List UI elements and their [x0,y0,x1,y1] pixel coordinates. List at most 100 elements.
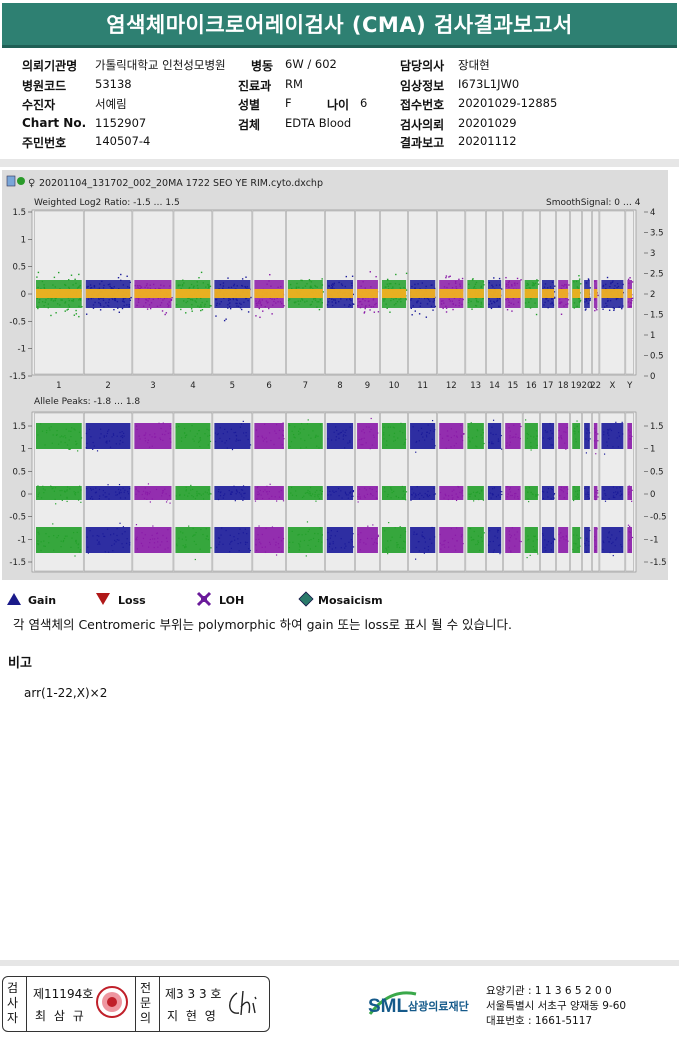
chromosome-label: 12 [446,381,457,391]
chart-file-icon [6,175,16,187]
axis-tick-label: 0.5 [650,352,664,362]
chromosome-label: 11 [417,381,428,391]
info-key: 나이 [327,98,350,112]
top-left-axis: 1.5 1 0.5 0 -0.5 -1 -1.5 [9,208,32,382]
info-value: 140507-4 [95,134,151,148]
remarks-title: 비고 [8,656,32,671]
info-key: 의뢰기관명 [22,59,78,73]
axis-tick-label: -1 [18,535,26,545]
checker-label: 검사자 [7,981,19,1025]
centromere-note: 각 염색체의 Centromeric 부위는 polymorphic 하여 ga… [13,617,513,632]
axis-tick-label: 1.5 [650,311,664,321]
chromosome-label: 15 [508,381,519,391]
axis-tick-label: 1 [650,445,655,455]
chromosome-label: 18 [558,381,569,391]
chromosome-label: 2 [105,381,110,391]
org-logo: SML 삼광의료재단 [366,984,484,1028]
top-right-axis: 4 3.5 3 2.5 2 1.5 1 0.5 0 [644,208,664,382]
info-value: EDTA Blood [285,116,352,130]
chromosome-label: 3 [150,381,155,391]
specialist-name: 지 현 영 [167,1009,218,1023]
axis-tick-label: -1 [650,535,658,545]
axis-tick-label: -0.5 [650,513,667,523]
chromosome-label: 13 [470,381,481,391]
axis-tick-label: 1.5 [12,208,26,218]
axis-tick-label: 3.5 [650,229,664,239]
karyotype-result: arr(1-22,X)×2 [24,686,108,700]
info-key: 접수번호 [400,98,445,112]
info-key: 검체 [238,118,261,132]
bottom-left-axis: 1.5 1 0.5 0 -0.5 -1 -1.5 [9,422,32,568]
legend-loh: LOH [219,594,245,607]
specialist-label: 전문의 [140,981,152,1025]
chromosome-label: 14 [489,381,500,391]
plot-filename: 20201104_131702_002_20MA 1722 SEO YE RIM… [39,178,323,189]
axis-tick-label: 0.5 [12,467,26,477]
cma-plot-panel: ♀ 20201104_131702_002_20MA 1722 SEO YE R… [2,170,668,580]
log2-ratio-label: Weighted Log2 Ratio: -1.5 … 1.5 [34,198,180,208]
gain-icon [6,592,22,609]
axis-tick-label: 0 [650,372,655,382]
chromosome-label: 22 [590,381,601,391]
allele-peaks-label: Allele Peaks: -1.8 … 1.8 [34,397,140,407]
svg-text:삼광의료재단: 삼광의료재단 [408,999,469,1013]
female-symbol-icon: ♀ [28,178,35,189]
axis-tick-label: 1 [21,235,26,245]
bottom-chromosome-tracks [34,412,634,572]
axis-tick-label: 2 [650,290,655,300]
axis-tick-label: -1.5 [9,372,26,382]
info-key: 병동 [251,59,274,73]
axis-tick-label: -1.5 [9,558,26,568]
chromosome-label: 17 [543,381,554,391]
chromosome-label: 16 [526,381,537,391]
loh-icon [196,591,212,610]
info-value: 53138 [95,77,132,91]
chromosome-label: 6 [266,381,271,391]
specialist-signature [225,987,265,1024]
org-code: 요양기관 : 1 1 3 6 5 2 0 0 [486,985,612,997]
axis-tick-label: 3 [650,249,655,259]
info-value: RM [285,77,303,91]
chromosome-label: 1 [56,381,61,391]
axis-tick-label: -1 [18,345,26,355]
chromosome-label: 5 [230,381,235,391]
info-value: 가톨릭대학교 인천성모병원 [95,58,226,72]
signature-box: 검사자 제11194호 최 삼 규 전문의 제3 3 3 호 지 현 영 [2,976,270,1032]
smooth-signal-label: SmoothSignal: 0 … 4 [546,198,641,208]
chromosome-label: 7 [303,381,308,391]
checker-name: 최 삼 규 [35,1009,86,1023]
section-divider [0,159,679,167]
patient-info: 의뢰기관명 가톨릭대학교 인천성모병원 병동 6W / 602 담당의사 장대현… [0,55,679,155]
info-key: 성별 [238,98,261,112]
axis-tick-label: 1 [21,445,26,455]
mosaicism-icon [298,591,314,610]
specialist-license: 제3 3 3 호 [165,987,222,1001]
footer-divider [0,960,679,966]
info-key: 결과보고 [400,136,445,150]
info-value: 6 [360,96,368,110]
top-chromosome-tracks [34,210,634,375]
legend: Gain Loss LOH Mosaicism [0,590,679,610]
axis-tick-label: 0 [21,490,26,500]
axis-tick-label: 0 [21,290,26,300]
checker-seal [95,985,129,1022]
org-address: 서울특별시 서초구 양재동 9-60 [486,1000,627,1012]
legend-mosaicism: Mosaicism [318,594,383,607]
axis-tick-label: 2.5 [650,270,664,280]
chromosome-label: Y [626,381,633,391]
org-phone: 대표번호 : 1661-5117 [486,1015,593,1027]
chromosome-label: 19 [571,381,582,391]
file-icons: ♀ [6,175,35,189]
chromosome-label: 20 [582,381,593,391]
info-key: 수진자 [22,98,56,112]
axis-tick-label: 1.5 [12,422,26,432]
info-value: 서예림 [95,97,127,111]
cma-plot: ♀ 20201104_131702_002_20MA 1722 SEO YE R… [2,170,668,580]
axis-tick-label: 1 [650,331,655,341]
loss-icon [95,592,111,609]
axis-tick-label: -1.5 [650,558,667,568]
chromosome-label: 10 [389,381,400,391]
info-value: 20201029 [458,116,517,130]
status-green-icon [17,177,25,185]
